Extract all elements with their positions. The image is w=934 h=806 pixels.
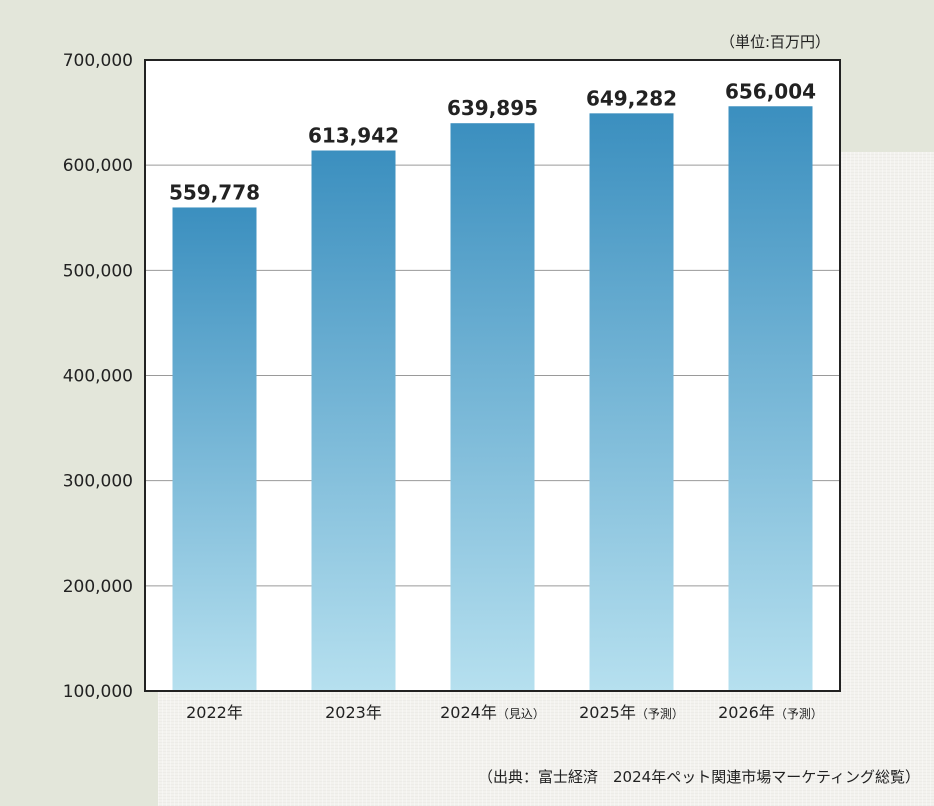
- y-tick-label: 600,000: [63, 156, 133, 176]
- x-tick-label: 2023年: [325, 703, 382, 722]
- y-tick-label: 100,000: [63, 682, 133, 702]
- bar: [311, 150, 396, 691]
- bar-value-label: 613,942: [308, 124, 399, 148]
- x-tick-label: 2024年（見込）: [440, 703, 545, 722]
- x-tick-label-note: （見込）: [497, 707, 545, 721]
- source-note: （出典：富士経済 2024年ペット関連市場マーケティング総覧）: [478, 768, 920, 786]
- y-tick-label: 500,000: [63, 261, 133, 281]
- y-tick-label: 300,000: [63, 472, 133, 492]
- y-tick-label: 200,000: [63, 577, 133, 597]
- x-tick-label-note: （予測）: [636, 707, 684, 721]
- x-tick-label: 2022年: [186, 703, 243, 722]
- bar-value-label: 639,895: [447, 96, 538, 120]
- y-tick-label: 400,000: [63, 367, 133, 387]
- bar-value-label: 656,004: [725, 79, 816, 103]
- bar-value-label: 559,778: [169, 180, 260, 204]
- x-tick-label-note: （予測）: [775, 707, 823, 721]
- x-tick-label-main: 2022年: [186, 703, 243, 722]
- bar: [728, 106, 813, 692]
- x-tick-label-main: 2024年: [440, 703, 497, 722]
- plot-frame: [144, 59, 841, 692]
- bar: [450, 123, 535, 691]
- x-tick-label: 2025年（予測）: [579, 703, 684, 722]
- unit-label: （単位:百万円）: [720, 33, 831, 51]
- x-tick-label-main: 2026年: [718, 703, 775, 722]
- bar: [589, 113, 674, 691]
- x-tick-label-main: 2025年: [579, 703, 636, 722]
- x-tick-label-main: 2023年: [325, 703, 382, 722]
- x-tick-label: 2026年（予測）: [718, 703, 823, 722]
- bar: [172, 207, 257, 691]
- bar-value-label: 649,282: [586, 86, 677, 110]
- y-tick-label: 700,000: [63, 51, 133, 71]
